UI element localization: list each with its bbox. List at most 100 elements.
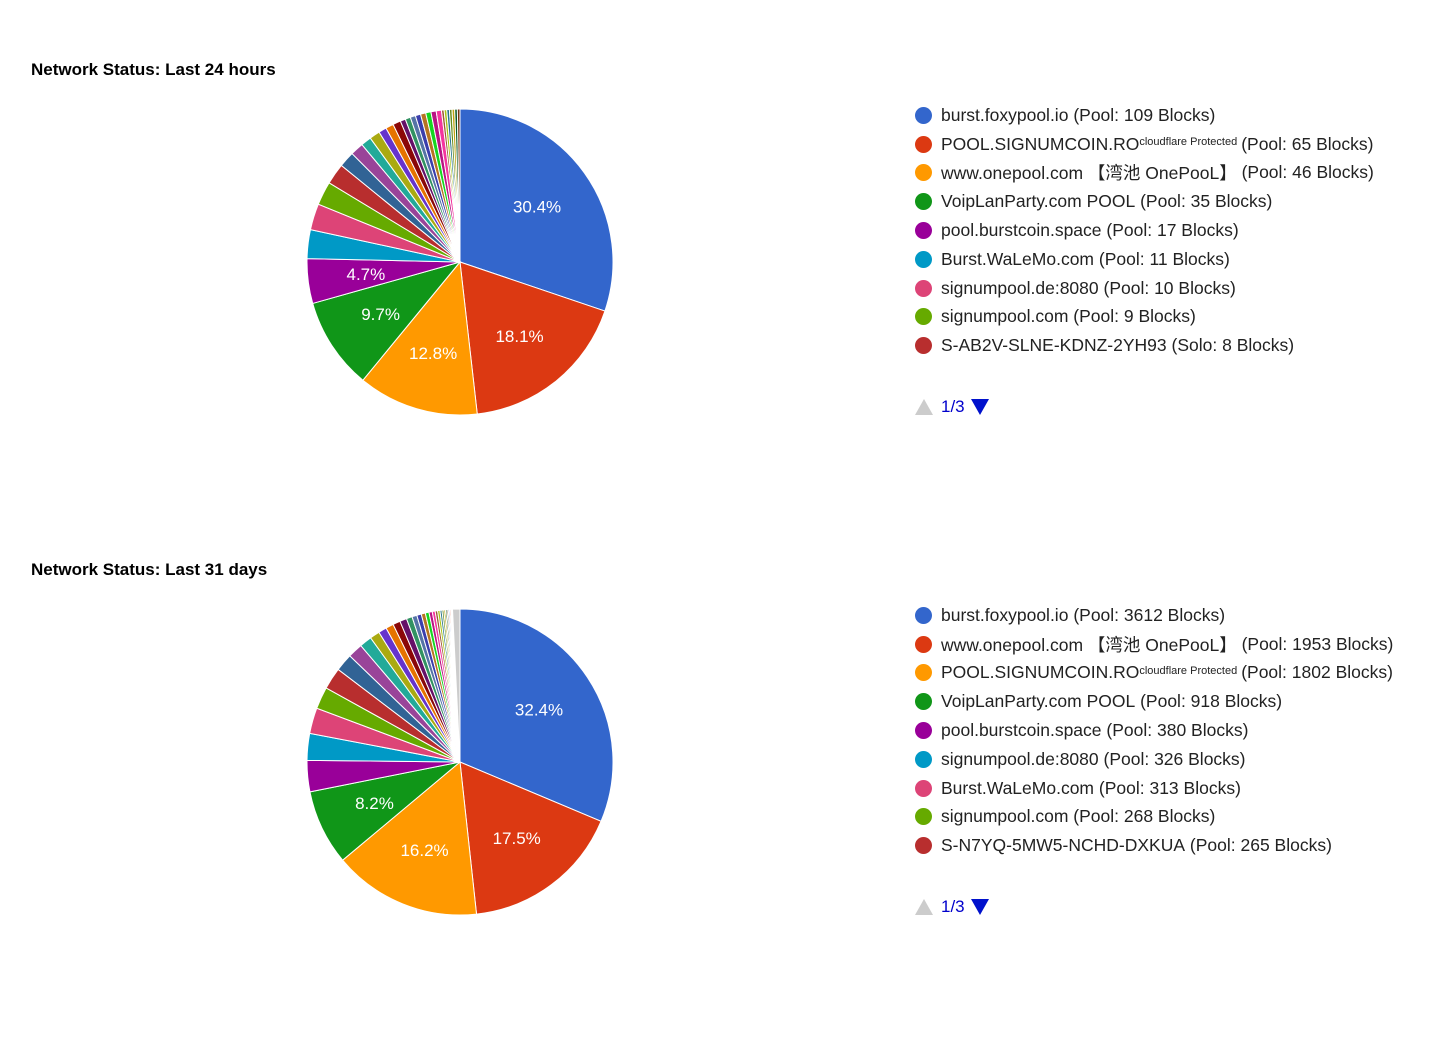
legend-label: POOL.SIGNUMCOIN.RO (941, 133, 1140, 154)
legend-item[interactable]: POOL.SIGNUMCOIN.RO cloudflare Protected (P… (915, 659, 1435, 688)
legend-label: signumpool.com (941, 306, 1069, 327)
pie-slice-label: 17.5% (493, 829, 541, 848)
legend-count: (Pool: 265 Blocks) (1189, 835, 1332, 856)
legend-dot-icon (915, 808, 932, 826)
legend-dot-icon (915, 193, 932, 211)
legend-label: S-AB2V-SLNE-KDNZ-2YH93 (941, 335, 1167, 356)
legend-count: (Pool: 3612 Blocks) (1073, 604, 1226, 625)
legend-count: (Solo: 8 Blocks) (1171, 335, 1295, 356)
legend-dot-icon (915, 722, 932, 740)
chart-title: Network Status: Last 31 days (31, 560, 268, 579)
legend-label: Burst.WaLeMo.com (941, 777, 1095, 798)
legend-dot-icon (915, 635, 932, 653)
pie-slice[interactable] (459, 261, 606, 415)
legend-label: S-N7YQ-5MW5-NCHD-DXKUA (941, 835, 1186, 856)
legend-label: VoipLanParty.com POOL (941, 191, 1136, 212)
pie-slice-label: 8.2% (355, 794, 394, 813)
pie-slice[interactable] (362, 260, 478, 416)
legend-item[interactable]: signumpool.de:8080 (Pool: 326 Blocks) (915, 745, 1435, 774)
legend-count: (Pool: 918 Blocks) (1140, 691, 1283, 712)
chart-title: Network Status: Last 24 hours (31, 60, 276, 79)
pager-down-arrow-icon[interactable] (970, 899, 989, 915)
legend-item[interactable]: signumpool.com (Pool: 268 Blocks) (915, 803, 1435, 832)
legend-dot-icon (915, 606, 932, 624)
legend-item[interactable]: S-AB2V-SLNE-KDNZ-2YH93 (Solo: 8 Blocks) (915, 331, 1435, 360)
legend-item[interactable]: POOL.SIGNUMCOIN.RO cloudflare Protected (P… (915, 130, 1435, 159)
legend-item[interactable]: www.onepool.com 【湾池 OnePooL】 (Pool: 1953… (915, 630, 1435, 659)
legend-label: signumpool.de:8080 (941, 277, 1099, 298)
legend-item[interactable]: signumpool.de:8080 (Pool: 10 Blocks) (915, 274, 1435, 303)
pie-slice[interactable] (312, 261, 462, 381)
pie-slice-label: 16.2% (400, 841, 448, 860)
legend-label: POOL.SIGNUMCOIN.RO (941, 662, 1140, 683)
legend-pager: 1/3 (915, 397, 989, 417)
legend-item[interactable]: Burst.WaLeMo.com (Pool: 11 Blocks) (915, 245, 1435, 274)
legend-dot-icon (915, 308, 932, 326)
pie-slice-label: 12.8% (409, 344, 457, 363)
legend-count: (Pool: 46 Blocks) (1241, 162, 1374, 183)
legend-label: www.onepool.com 【湾池 OnePooL】 (941, 163, 1237, 184)
legend-dot-icon (915, 164, 932, 182)
legend-item[interactable]: Burst.WaLeMo.com (Pool: 313 Blocks) (915, 774, 1435, 803)
legend-label: pool.burstcoin.space (941, 720, 1102, 741)
legend-label: signumpool.com (941, 806, 1069, 827)
legend-dot-icon (915, 222, 932, 240)
legend-dot-icon (915, 779, 932, 797)
legend-dot-icon (915, 750, 932, 768)
legend-label: VoipLanParty.com POOL (941, 691, 1136, 712)
legend-dot-icon (915, 693, 932, 711)
legend-dot-icon (915, 250, 932, 268)
pie-slice-label: 30.4% (513, 198, 561, 217)
legend-label: pool.burstcoin.space (941, 220, 1102, 241)
legend-count: (Pool: 17 Blocks) (1106, 220, 1239, 241)
legend-31d: burst.foxypool.io (Pool: 3612 Blocks) www… (915, 601, 1435, 860)
legend-count: (Pool: 109 Blocks) (1073, 104, 1216, 125)
pie-slice[interactable] (459, 761, 602, 915)
legend-dot-icon (915, 337, 932, 355)
pie-slice[interactable] (456, 108, 461, 263)
legend-count: (Pool: 35 Blocks) (1140, 191, 1273, 212)
legend-dot-icon (915, 106, 932, 124)
legend-item[interactable]: S-N7YQ-5MW5-NCHD-DXKUA (Pool: 265 Blocks… (915, 831, 1435, 860)
pie-slice[interactable] (341, 761, 478, 916)
legend-dot-icon (915, 279, 932, 297)
legend-item[interactable]: signumpool.com (Pool: 9 Blocks) (915, 303, 1435, 332)
legend-count: (Pool: 9 Blocks) (1073, 306, 1196, 327)
legend-item[interactable]: VoipLanParty.com POOL (Pool: 918 Blocks) (915, 687, 1435, 716)
legend-pager: 1/3 (915, 897, 989, 917)
legend-count: (Pool: 1802 Blocks) (1241, 662, 1393, 683)
legend-item[interactable]: pool.burstcoin.space (Pool: 380 Blocks) (915, 716, 1435, 745)
legend-item[interactable]: VoipLanParty.com POOL (Pool: 35 Blocks) (915, 187, 1435, 216)
pie-slice[interactable] (459, 608, 614, 822)
pager-indicator: 1/3 (941, 397, 965, 416)
legend-dot-icon (915, 135, 932, 153)
pie-slice-label: 4.7% (347, 265, 386, 284)
legend-label: www.onepool.com 【湾池 OnePooL】 (941, 634, 1237, 655)
legend-item[interactable]: pool.burstcoin.space (Pool: 17 Blocks) (915, 216, 1435, 245)
pager-indicator: 1/3 (941, 897, 965, 916)
pie-chart-24h: 30.4% 18.1% 12.8% 9.7% 4.7% (306, 108, 614, 416)
legend-label: burst.foxypool.io (941, 604, 1069, 625)
pie-slice-label: 32.4% (515, 701, 563, 720)
legend-item[interactable]: burst.foxypool.io (Pool: 3612 Blocks) (915, 601, 1435, 630)
legend-item[interactable]: burst.foxypool.io (Pool: 109 Blocks) (915, 101, 1435, 130)
legend-count: (Pool: 10 Blocks) (1103, 277, 1236, 298)
legend-superscript: cloudflare Protected (1139, 664, 1238, 677)
legend-count: (Pool: 268 Blocks) (1073, 806, 1216, 827)
legend-label: signumpool.de:8080 (941, 748, 1099, 769)
chart-section-31d: Network Status: Last 31 days 32.4% 17.5% 1… (0, 560, 1438, 1040)
legend-dot-icon (915, 837, 932, 855)
pie-slice-label: 9.7% (361, 305, 400, 324)
legend-count: (Pool: 380 Blocks) (1106, 720, 1249, 741)
pager-up-arrow-icon[interactable] (915, 899, 933, 915)
legend-count: (Pool: 11 Blocks) (1098, 248, 1230, 269)
legend-superscript: cloudflare Protected (1139, 136, 1238, 149)
legend-dot-icon (915, 664, 932, 682)
pager-down-arrow-icon[interactable] (970, 399, 989, 415)
pie-slice[interactable] (459, 108, 614, 312)
legend-item[interactable]: www.onepool.com 【湾池 OnePooL】 (Pool: 46 B… (915, 159, 1435, 188)
pie-slice[interactable] (451, 608, 461, 763)
legend-count: (Pool: 326 Blocks) (1103, 748, 1246, 769)
pager-up-arrow-icon[interactable] (915, 399, 933, 415)
legend-count: (Pool: 65 Blocks) (1241, 133, 1374, 154)
